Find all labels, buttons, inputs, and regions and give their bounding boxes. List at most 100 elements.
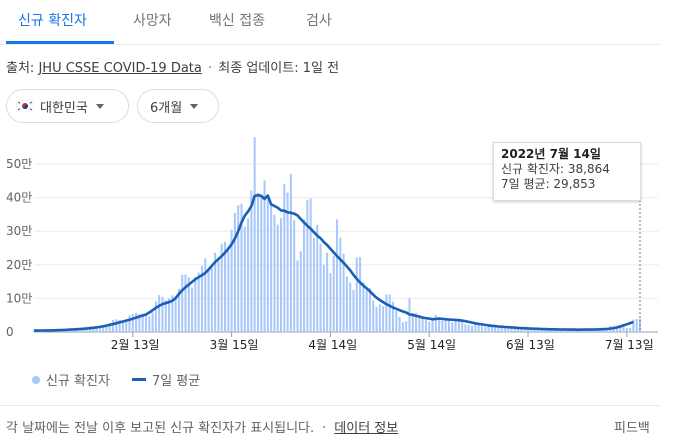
x-tick-label: 6월 13일	[506, 338, 555, 352]
footer-note-text: 각 날짜에는 전날 이후 보고된 신규 확진자가 표시됩니다.	[6, 421, 315, 436]
case-bar	[240, 203, 243, 332]
case-bar	[200, 265, 203, 332]
case-bar	[424, 320, 427, 332]
case-bar	[335, 219, 339, 332]
tab-new-cases[interactable]: 신규 확진자	[18, 13, 87, 29]
case-bar	[224, 241, 227, 332]
case-bar	[230, 229, 233, 332]
case-bar	[503, 328, 506, 332]
case-bar	[484, 326, 487, 332]
case-bar	[543, 329, 546, 332]
case-bar	[233, 212, 236, 332]
case-bar	[135, 312, 138, 332]
case-bar	[306, 199, 309, 332]
case-bar	[395, 310, 398, 332]
case-bar	[270, 204, 273, 332]
case-bar	[388, 294, 391, 332]
case-bar	[345, 276, 348, 332]
x-tick-label: 3월 15일	[210, 338, 259, 352]
y-tick-label: 10만	[6, 291, 32, 305]
case-bar	[342, 253, 345, 332]
case-bar	[497, 327, 500, 332]
feedback-link[interactable]: 피드백	[614, 421, 650, 436]
case-bar	[391, 301, 395, 332]
case-bar	[559, 330, 562, 332]
tab-deaths[interactable]: 사망자	[133, 13, 172, 29]
case-bar	[546, 329, 549, 332]
case-bar	[405, 321, 408, 332]
case-bar	[454, 318, 457, 332]
tooltip-average: 7일 평균: 29,853	[501, 177, 596, 191]
y-tick-label: 30만	[6, 224, 32, 238]
case-bar	[115, 319, 118, 332]
tab-vaccination[interactable]: 백신 접종	[209, 13, 265, 29]
case-bar	[131, 313, 134, 332]
case-bar	[375, 306, 378, 332]
chart-x-axis: 2월 13일 3월 15일 4월 14일 5월 14일 6월 13일 7월 13일	[111, 332, 654, 352]
case-bar	[98, 326, 101, 332]
tab-bar: 신규 확진자 사망자 백신 접종 검사	[0, 0, 660, 45]
case-bar	[471, 325, 474, 332]
case-bar	[550, 329, 553, 332]
case-bar	[316, 224, 319, 332]
chart-legend: 신규 확진자 7일 평균	[32, 370, 200, 389]
source-link[interactable]: JHU CSSE COVID-19 Data	[38, 61, 202, 76]
case-bar	[154, 301, 157, 332]
case-bar	[629, 327, 632, 332]
x-tick-label: 2월 13일	[111, 338, 160, 352]
case-bar	[108, 322, 111, 332]
case-bar	[263, 180, 266, 332]
case-bar	[622, 326, 625, 332]
chart-bars	[32, 137, 642, 332]
case-bar	[441, 320, 444, 332]
case-bar	[138, 314, 141, 332]
y-tick-label: 20만	[6, 258, 32, 272]
footer-note: 각 날짜에는 전날 이후 보고된 신규 확진자가 표시됩니다. · 데이터 정보	[6, 417, 398, 436]
case-bar	[102, 325, 105, 332]
case-bar	[197, 272, 200, 332]
case-bar	[250, 190, 253, 332]
case-bar	[151, 312, 154, 332]
case-bar	[434, 314, 437, 332]
case-bar	[164, 300, 167, 332]
case-bar	[513, 327, 516, 332]
case-bar	[444, 318, 447, 332]
tab-testing[interactable]: 검사	[306, 13, 332, 29]
case-bar	[158, 295, 161, 332]
case-bar	[194, 276, 197, 332]
chevron-down-icon	[190, 103, 199, 109]
case-bar	[378, 304, 381, 332]
case-bar	[112, 319, 115, 332]
case-bar	[253, 137, 256, 332]
case-bar	[438, 317, 441, 332]
legend-line-label: 7일 평균	[151, 374, 201, 389]
range-label: 6개월	[150, 100, 183, 116]
case-bar	[527, 329, 530, 332]
data-info-link[interactable]: 데이터 정보	[334, 421, 399, 436]
x-tick-label: 7월 13일	[605, 338, 654, 352]
case-bar	[332, 256, 335, 332]
case-bar	[207, 269, 210, 332]
case-bar	[214, 252, 217, 332]
case-bar	[299, 251, 302, 332]
case-bar	[556, 330, 559, 332]
country-dropdown[interactable]: 대한민국	[6, 89, 129, 123]
case-bar	[606, 330, 609, 332]
range-dropdown[interactable]: 6개월	[137, 89, 219, 123]
case-bar	[451, 322, 454, 332]
chart-average-line	[34, 193, 634, 332]
case-bar	[118, 319, 121, 332]
tooltip-date: 2022년 7월 14일	[501, 147, 601, 161]
tooltip-cases: 신규 확진자: 38,864	[501, 162, 610, 176]
case-bar	[217, 258, 220, 332]
case-bar	[507, 328, 510, 332]
case-bar	[635, 318, 638, 332]
case-bar	[523, 328, 526, 332]
case-bar	[72, 329, 75, 332]
cases-chart[interactable]: 0 10만 20만 30만 40만 50만 2월 13일 3월 15일 4월 14일 5월 14…	[0, 130, 683, 360]
case-bar	[273, 214, 276, 332]
source-line: 출처: JHU CSSE COVID-19 Data · 최종 업데이트: 1일…	[6, 57, 339, 76]
case-bar	[247, 218, 250, 332]
case-bar	[355, 257, 358, 332]
case-bar	[171, 295, 174, 332]
